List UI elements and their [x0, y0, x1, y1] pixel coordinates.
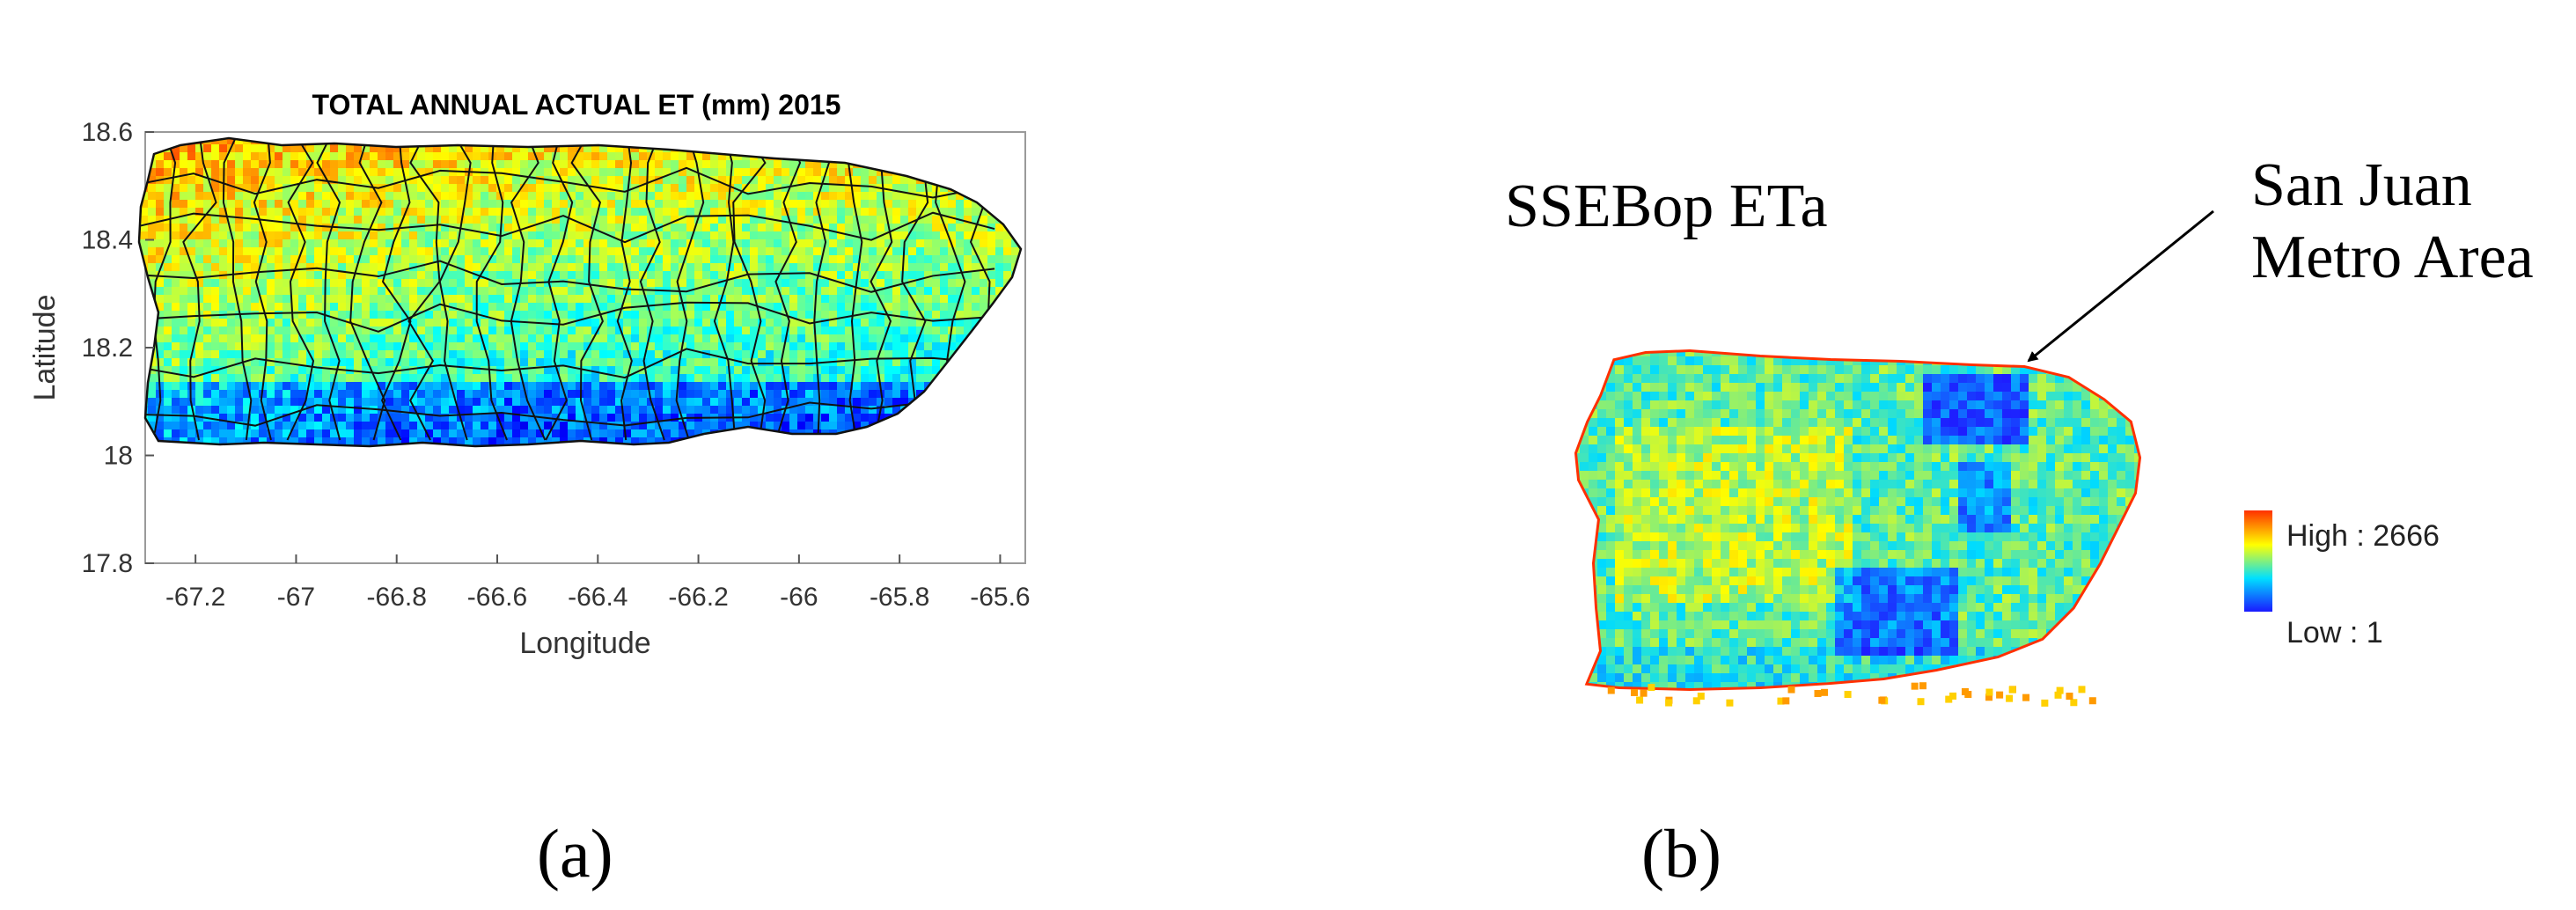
panel-a-xlabel: Longitude: [519, 627, 650, 660]
panel-b-et-map: [1574, 349, 2142, 707]
annotation-line-2: Metro Area: [2251, 224, 2534, 291]
legend-color-ramp: [2244, 510, 2272, 612]
legend-high-label: High : 2666: [2286, 519, 2440, 553]
x-tick-label: -65.6: [970, 583, 1030, 612]
panel-a-chart: TOTAL ANNUAL ACTUAL ET (mm) 2015 -67.2 -6…: [28, 89, 1031, 660]
panel-a-ylabel: Latitude: [28, 295, 62, 401]
x-tick-label: -66: [780, 583, 818, 612]
annotation-arrow: [2027, 209, 2214, 363]
panel-a-et-map: [137, 136, 1023, 448]
x-tick-label: -67.2: [165, 583, 225, 612]
y-tick-label: 18.2: [82, 334, 133, 363]
y-tick-label: 17.8: [82, 549, 133, 578]
y-tick-label: 18.4: [82, 226, 133, 255]
panel-b-title: SSEBop ETa: [1505, 172, 1828, 240]
caption-a: (a): [537, 815, 613, 892]
san-juan-annotation: San Juan Metro Area: [2251, 150, 2534, 294]
annotation-line-1: San Juan: [2251, 151, 2472, 219]
x-tick-label: -66.4: [568, 583, 627, 612]
x-tick-label: -65.8: [870, 583, 929, 612]
y-tick-label: 18: [104, 442, 133, 471]
x-tick-label: -66.2: [668, 583, 728, 612]
y-tick-label: 18.6: [82, 118, 133, 147]
x-tick-label: -66.6: [467, 583, 527, 612]
x-tick-label: -67: [277, 583, 315, 612]
legend-low-label: Low : 1: [2286, 616, 2383, 649]
panel-b-map: [1574, 209, 2272, 707]
panel-a-title: TOTAL ANNUAL ACTUAL ET (mm) 2015: [312, 89, 841, 121]
caption-b: (b): [1641, 815, 1721, 892]
x-tick-label: -66.8: [367, 583, 427, 612]
